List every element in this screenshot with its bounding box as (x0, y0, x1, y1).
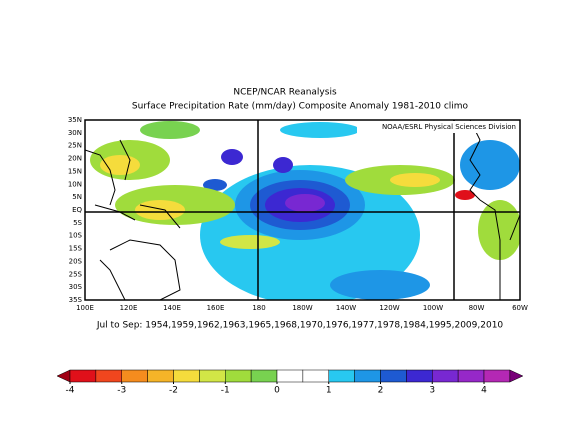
lat-label: 30N (68, 129, 82, 137)
colorbar-label: -4 (66, 386, 75, 396)
map-frame (84, 119, 521, 301)
lat-label: 35N (68, 116, 82, 124)
lon-label: 100W (423, 304, 443, 312)
lat-label: 10N (68, 180, 82, 188)
lon-label: 180W (292, 304, 312, 312)
credit: NOAA/ESRL Physical Sciences Division (382, 123, 516, 131)
lat-label: EQ (72, 206, 82, 214)
colorbar-box (173, 369, 200, 383)
lon-label: 180 (252, 304, 265, 312)
colorbar-label: 3 (429, 386, 435, 396)
colorbar-box (121, 369, 148, 383)
colorbar-box (225, 369, 252, 383)
anomaly-field (90, 121, 520, 300)
lat-label: 15N (68, 167, 82, 175)
colorbar-box (95, 369, 122, 383)
colorbar-box (199, 369, 226, 383)
lat-label: 10S (69, 232, 83, 240)
colorbar-high (509, 369, 524, 383)
colorbar-box (276, 369, 304, 383)
colorbar-box (250, 369, 278, 383)
colorbar-label: -1 (221, 386, 230, 396)
colorbar-label: 1 (326, 386, 332, 396)
colorbar-box (302, 369, 329, 383)
colorbar-low (56, 369, 71, 383)
subtitle: Surface Precipitation Rate (mm/day) Comp… (132, 102, 469, 112)
colorbar-box (380, 369, 407, 383)
lat-label: 15S (69, 245, 83, 253)
footer: Jul to Sep: 1954,1959,1962,1963,1965,196… (96, 321, 504, 331)
lat-label: 35S (69, 296, 83, 304)
colorbar-box (147, 369, 174, 383)
lat-label: 20S (69, 257, 83, 265)
colorbar-box (354, 369, 381, 383)
colorbar-box (483, 369, 511, 383)
lon-label: 140E (163, 304, 181, 312)
colorbar-label: 2 (378, 386, 384, 396)
colorbar-label: 4 (481, 386, 487, 396)
lat-label: 5N (72, 193, 82, 201)
colorbar-box (69, 369, 97, 383)
colorbar-box (432, 369, 459, 383)
colorbar-box (328, 369, 355, 383)
colorbar-label: -3 (117, 386, 126, 396)
colorbar-box (457, 369, 485, 383)
lat-label: 25S (69, 270, 83, 278)
colorbar-label: -2 (169, 386, 178, 396)
colorbar-label: 0 (274, 386, 280, 396)
lon-label: 120W (379, 304, 399, 312)
lon-label: 120E (120, 304, 138, 312)
lat-label: 30S (69, 283, 83, 291)
lon-label: 160E (207, 304, 225, 312)
lat-label: 5S (73, 219, 82, 227)
lon-label: 60W (512, 304, 528, 312)
lat-label: 20N (68, 155, 82, 163)
credit-box (357, 121, 519, 133)
title: NCEP/NCAR Reanalysis (233, 88, 337, 98)
colorbar-box (406, 369, 433, 383)
lon-label: 100E (76, 304, 94, 312)
lon-label: 80W (469, 304, 485, 312)
lon-label: 140W (336, 304, 356, 312)
lat-label: 25N (68, 142, 82, 150)
